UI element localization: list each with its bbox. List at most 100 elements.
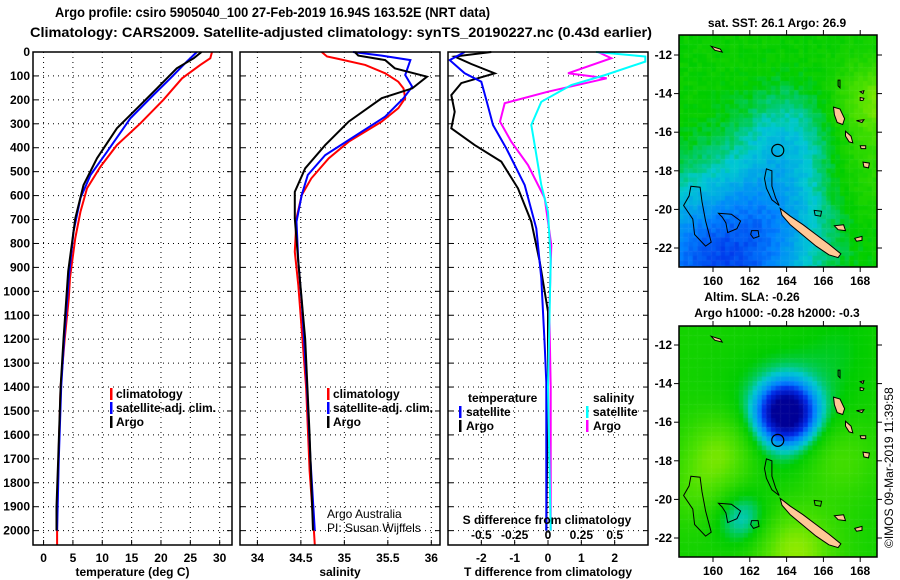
map-lat-label: -12	[655, 338, 673, 352]
x-axis-label: T difference from climatology	[464, 565, 632, 579]
map-lat-label: -16	[655, 415, 673, 429]
figure-title-line2: Climatology: CARS2009. Satellite-adjuste…	[30, 24, 652, 40]
y-tick-label: 1600	[3, 428, 30, 442]
reef-outline	[750, 230, 760, 239]
map-lon-label: 166	[813, 564, 833, 578]
profile-panel-difference-profile: -2 -1 0 1 2T difference from climatology	[447, 51, 649, 579]
x-tick-label: 34.5	[289, 551, 313, 565]
map-lon-label: 162	[740, 564, 760, 578]
land-island	[845, 420, 854, 434]
land-new-caledonia	[779, 497, 842, 549]
reef-outline	[717, 212, 742, 234]
copyright-text: ©IMOS 09-Mar-2019 11:39:58	[882, 387, 896, 548]
reef-outline	[717, 502, 742, 524]
y-tick-label: 200	[10, 93, 30, 107]
map-lon-label: 160	[703, 274, 723, 288]
y-tick-label: 1900	[3, 500, 30, 514]
legend-label: satellite	[593, 405, 638, 419]
land-island	[859, 379, 865, 385]
land-island	[862, 451, 870, 459]
land-island	[859, 96, 865, 101]
figure-title-line1: Argo profile: csiro 5905040_100 27-Feb-2…	[55, 4, 490, 20]
map-title-sla: Altim. SLA: -0.26	[704, 290, 800, 304]
legend-label: Argo	[466, 419, 494, 433]
y-tick-label: 1300	[3, 356, 30, 370]
legend-swatch-temperature-argo	[459, 420, 462, 432]
legend-swatch-climatology	[327, 388, 330, 400]
series-line-salinity-argo	[498, 51, 614, 531]
land-island	[709, 335, 724, 343]
reef-outline	[763, 168, 780, 206]
x-tick-label: 34	[251, 551, 265, 565]
legend-swatch-satellite-adj-clim-	[110, 402, 113, 414]
legend-swatch-climatology	[110, 388, 113, 400]
map-lat-label: -12	[655, 48, 673, 62]
legend-label: satellite	[466, 405, 511, 419]
land-island	[832, 106, 846, 126]
y-tick-label: 900	[10, 260, 30, 274]
y-tick-label: 300	[10, 117, 30, 131]
map-lat-label: -22	[655, 241, 673, 255]
legend-label: satellite-adj. clim.	[333, 401, 433, 415]
argo-position-marker	[771, 433, 785, 447]
map-title-sst: sat. SST: 26.1 Argo: 26.9	[708, 16, 847, 30]
map-lat-label: -14	[655, 377, 673, 391]
x-axis-label: temperature (deg C)	[75, 565, 189, 579]
x-tick-label: 0	[40, 551, 47, 565]
x-tick-label: -1	[509, 551, 520, 565]
map-lat-label: -22	[655, 531, 673, 545]
legend-label: climatology	[333, 387, 400, 401]
legend-swatch-satellite-adj-clim-	[327, 402, 330, 414]
legend-label: satellite-adj. clim.	[116, 401, 216, 415]
map-subtitle-steric-height: Argo h1000: -0.28 h2000: -0.3	[694, 306, 860, 320]
land-island	[833, 224, 847, 232]
land-island	[709, 45, 724, 53]
y-tick-label: 500	[10, 165, 30, 179]
series-line-salinity-satellite	[530, 51, 647, 531]
profile-panel-salinity-profile: 34 34.5 35 35.5 36 salinity	[239, 51, 441, 579]
legend-title-temperature: temperature	[468, 391, 538, 405]
reef-outline	[813, 499, 823, 507]
land-island	[832, 396, 846, 416]
reef-outline	[683, 185, 712, 247]
series-line-satellite-adj-clim-	[295, 51, 414, 531]
legend-swatch-argo	[327, 416, 330, 428]
map-lon-label: 162	[740, 274, 760, 288]
x-tick-label: 2	[611, 551, 618, 565]
land-island	[859, 386, 865, 391]
credit-line1: Argo Australia	[327, 507, 402, 521]
land-island	[845, 130, 854, 144]
reef-outline	[683, 475, 712, 537]
land-new-caledonia	[779, 207, 842, 259]
argo-position-marker	[771, 143, 785, 157]
land-island	[859, 435, 867, 440]
x2-tick-label: -0.25	[501, 528, 529, 542]
land-island	[856, 119, 865, 124]
map-lon-label: 164	[777, 274, 797, 288]
legend-title-salinity: salinity	[593, 391, 635, 405]
x-tick-label: 30	[213, 551, 227, 565]
map-sla-map: 160 162 164 166 168 -12 -14 -16 -18 -20 -22 Altim. …	[655, 290, 882, 578]
y-tick-label: 1400	[3, 380, 30, 394]
legend-swatch-salinity-satellite	[586, 406, 589, 418]
y-tick-label: 800	[10, 236, 30, 250]
map-frame	[678, 325, 878, 558]
x2-axis-label: S difference from climatology	[463, 513, 632, 527]
legend-label: climatology	[116, 387, 183, 401]
y-tick-label: 2000	[3, 524, 30, 538]
x-tick-label: 1	[578, 551, 585, 565]
map-lon-label: 168	[850, 564, 870, 578]
x-tick-label: 35	[338, 551, 352, 565]
plot-frame	[239, 51, 441, 546]
series-line-climatology	[56, 51, 213, 545]
x-axis-label: salinity	[319, 565, 361, 579]
x-tick-label: 36	[425, 551, 439, 565]
x-tick-label: -2	[476, 551, 487, 565]
map-lat-label: -16	[655, 125, 673, 139]
map-lon-label: 168	[850, 274, 870, 288]
y-tick-label: 1500	[3, 404, 30, 418]
map-frame	[678, 34, 878, 268]
map-lon-label: 166	[813, 274, 833, 288]
y-tick-label: 1000	[3, 284, 30, 298]
